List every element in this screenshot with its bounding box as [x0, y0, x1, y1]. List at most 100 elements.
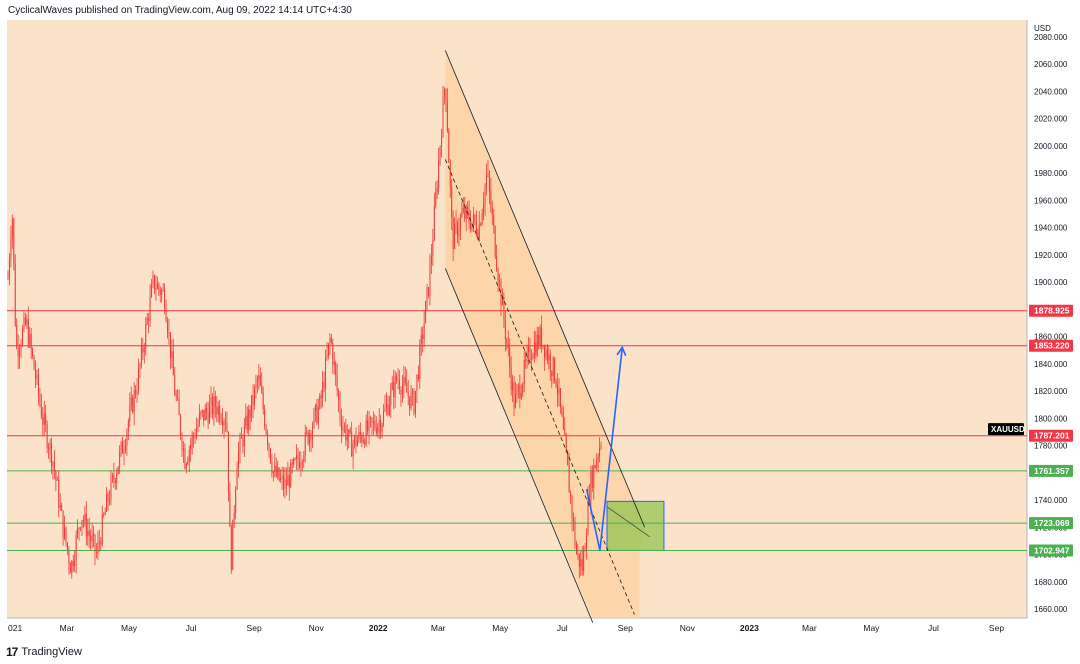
candle-body	[338, 390, 340, 401]
candle-body	[462, 207, 464, 212]
candle-body	[155, 288, 157, 290]
candle-body	[339, 400, 341, 420]
candle-body	[114, 479, 116, 483]
candle-body	[480, 224, 482, 226]
candle-body	[185, 464, 187, 469]
candle-body	[439, 146, 441, 161]
candle-body	[226, 423, 228, 432]
candle-body	[516, 388, 518, 395]
candle-body	[81, 520, 83, 528]
candle-body	[103, 514, 105, 516]
candle-body	[271, 461, 273, 474]
candle-body	[428, 287, 429, 296]
candle-body	[500, 280, 502, 306]
brand-label: TradingView	[21, 646, 82, 658]
candle-body	[246, 415, 248, 430]
candle-body	[571, 497, 573, 519]
candle-body	[106, 493, 108, 512]
candles-group	[7, 85, 602, 579]
candle-body	[549, 354, 551, 372]
tradingview-footer[interactable]: 17 TradingView	[6, 644, 82, 660]
candle-body	[66, 542, 68, 551]
candle-body	[562, 415, 564, 429]
candle-body	[396, 375, 398, 381]
candle-body	[37, 374, 39, 395]
candle-body	[584, 548, 586, 552]
candle-body	[478, 224, 480, 239]
candle-body	[304, 432, 306, 456]
candle-body	[467, 206, 469, 212]
candle-body	[207, 412, 209, 424]
candle-body	[268, 444, 270, 449]
candle-body	[438, 160, 440, 189]
candle-body	[178, 399, 180, 416]
candle-body	[56, 479, 58, 481]
candle-body	[443, 89, 445, 97]
candle-body	[251, 395, 253, 418]
x-tick-label: 2023	[740, 623, 759, 633]
candle-body	[61, 505, 63, 511]
candle-body	[577, 553, 579, 555]
y-tick-label: 1740.000	[1034, 496, 1068, 505]
candle-body	[127, 421, 129, 432]
candle-body	[559, 388, 561, 408]
candle-body	[586, 534, 588, 549]
candle-body	[372, 421, 374, 423]
candle-body	[93, 534, 95, 536]
level-badge-label: 1702.947	[1034, 545, 1070, 555]
candle-body	[43, 413, 45, 425]
candle-body	[407, 392, 409, 397]
candle-body	[245, 415, 247, 426]
candle-body	[501, 297, 503, 306]
candle-body	[490, 190, 492, 209]
candle-body	[74, 560, 76, 567]
candle-body	[136, 390, 138, 395]
candle-body	[162, 289, 164, 291]
candle-body	[422, 334, 424, 339]
candle-body	[358, 431, 360, 440]
candle-body	[242, 438, 244, 447]
candle-body	[341, 419, 342, 431]
candle-body	[104, 511, 106, 516]
candle-body	[151, 284, 153, 297]
symbol-badge	[988, 423, 1024, 436]
candle-body	[596, 460, 598, 468]
candle-body	[333, 362, 335, 365]
candle-body	[156, 283, 158, 289]
candle-body	[152, 275, 154, 285]
candle-body	[309, 432, 311, 444]
candle-body	[26, 319, 28, 325]
candle-body	[190, 444, 192, 450]
candle-body	[301, 461, 303, 463]
candle-body	[364, 440, 366, 445]
candle-body	[332, 342, 334, 365]
candle-body	[362, 440, 364, 443]
candle-body	[94, 534, 96, 552]
level-badge-label: 1787.201	[1034, 431, 1070, 441]
x-tick-label: Jul	[186, 623, 197, 633]
candle-body	[122, 442, 124, 454]
y-tick-label: 1900.000	[1034, 278, 1068, 287]
x-tick-label: Nov	[309, 623, 325, 633]
candle-body	[62, 510, 64, 539]
candle-body	[523, 360, 525, 384]
price-chart[interactable]: USD1660.0001680.0001700.0001720.0001740.…	[0, 0, 1080, 644]
candle-body	[300, 462, 302, 468]
candle-body	[539, 327, 541, 346]
candle-body	[483, 203, 485, 214]
candle-body	[8, 259, 10, 279]
candle-body	[29, 333, 31, 345]
candle-body	[329, 337, 331, 344]
candle-body	[120, 442, 122, 452]
candle-body	[306, 431, 308, 433]
candle-body	[239, 436, 241, 452]
candle-body	[525, 360, 527, 362]
candle-body	[544, 345, 545, 358]
candle-body	[470, 222, 472, 230]
candle-body	[10, 238, 12, 260]
candle-body	[262, 392, 264, 410]
candle-body	[27, 319, 29, 345]
channel-mid-line	[444, 159, 635, 615]
candle-body	[269, 448, 271, 462]
candle-body	[551, 371, 553, 376]
